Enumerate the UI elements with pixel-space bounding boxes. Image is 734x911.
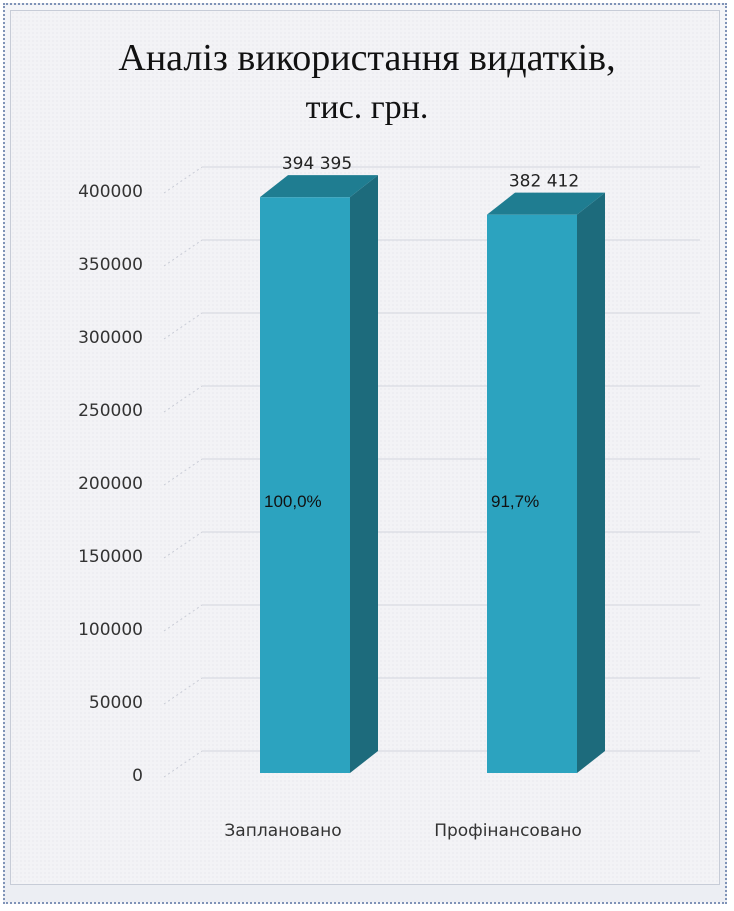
bar-front — [260, 197, 350, 774]
gridline-depth — [163, 677, 203, 705]
y-tick-label: 0 — [132, 766, 143, 786]
bar-value-label: 382 412 — [509, 172, 579, 192]
bar-value-label: 394 395 — [282, 154, 352, 174]
gridline-depth — [163, 166, 203, 194]
x-category-label: Заплановано — [224, 821, 341, 841]
gridline-depth — [163, 312, 203, 340]
y-tick-label: 300000 — [78, 328, 143, 348]
y-tick-label: 400000 — [78, 182, 143, 202]
bar-front — [487, 214, 577, 774]
gridline-depth — [163, 239, 203, 267]
gridline-depth — [163, 385, 203, 413]
y-tick-label: 150000 — [78, 547, 143, 567]
y-tick-label: 50000 — [89, 693, 143, 713]
gridline-depth — [163, 604, 203, 632]
bar-top — [260, 175, 378, 198]
y-tick-label: 350000 — [78, 255, 143, 275]
gridline-depth — [163, 531, 203, 559]
y-tick-label: 200000 — [78, 474, 143, 494]
bar-top — [487, 192, 605, 215]
bar-side — [350, 175, 378, 774]
y-tick-label: 250000 — [78, 401, 143, 421]
bar-side — [577, 192, 605, 774]
bar-percent-label: 91,7% — [491, 492, 539, 511]
y-tick-label: 100000 — [78, 620, 143, 640]
bar-percent-label: 100,0% — [264, 492, 322, 511]
x-category-label: Профінансовано — [434, 821, 582, 841]
gridline-depth — [163, 458, 203, 486]
gridline-depth — [163, 750, 203, 778]
